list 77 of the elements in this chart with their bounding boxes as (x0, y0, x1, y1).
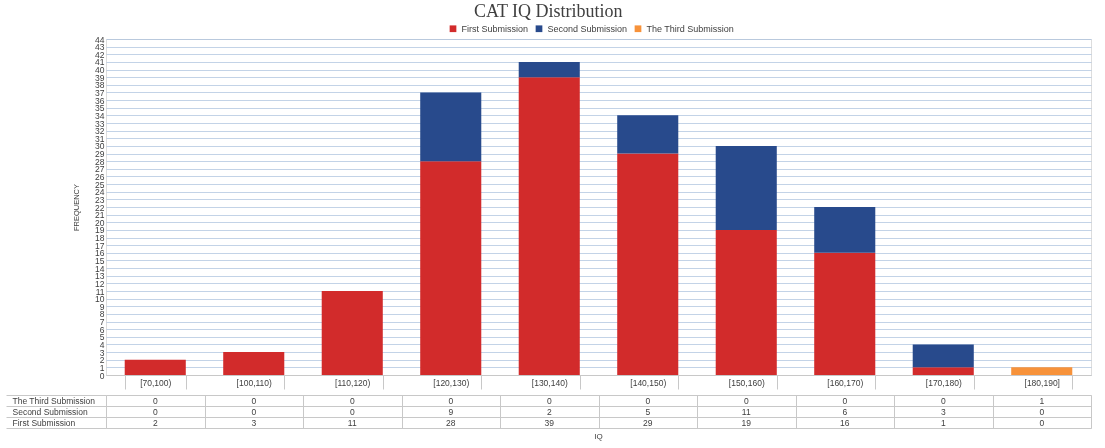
bar (124, 359, 186, 375)
data-label: 0 (251, 395, 257, 406)
bar (420, 92, 482, 162)
bar (814, 252, 876, 375)
bar (814, 207, 876, 253)
y-tick-label: 0 (99, 370, 105, 381)
text: IQ (594, 432, 603, 441)
y-tick-label: 41 (95, 57, 105, 68)
x-tick-label: [120,130) (433, 377, 470, 388)
data-label: 0 (251, 406, 257, 417)
data-label: 0 (546, 395, 552, 406)
text: The Third Submission (12, 396, 96, 406)
data-label: 11 (347, 417, 357, 428)
x-tick-label: [180,190] (1024, 377, 1060, 388)
bar (223, 352, 285, 375)
text: First Submission (12, 418, 76, 428)
data-label: 1 (1039, 395, 1045, 406)
data-label: 0 (152, 395, 158, 406)
legend-label: Second Submission (547, 23, 628, 34)
data-label: 1 (940, 417, 946, 428)
data-label: 0 (349, 406, 355, 417)
data-label: 3 (940, 406, 946, 417)
data-label: 9 (448, 406, 454, 417)
data-label: 0 (152, 406, 158, 417)
y-tick-label: 8 (99, 309, 105, 320)
data-label: 5 (645, 406, 651, 417)
x-tick-label: [130,140) (531, 377, 568, 388)
bar (321, 291, 383, 375)
y-tick-label: 44 (95, 34, 105, 45)
data-label: 6 (842, 406, 848, 417)
x-tick-label: [110,120) (335, 377, 371, 388)
bar (912, 367, 974, 375)
data-label: 0 (645, 395, 651, 406)
y-tick-label: 33 (95, 118, 105, 129)
y-tick-label: 36 (95, 95, 105, 106)
data-label: 0 (1039, 406, 1045, 417)
data-label: 11 (741, 406, 751, 417)
x-tick-label: [170,180) (925, 377, 962, 388)
bar (617, 115, 679, 154)
y-tick-label: 14 (95, 263, 105, 274)
bar (715, 145, 777, 230)
data-label: 28 (446, 417, 456, 428)
text: Second Submission (12, 407, 88, 417)
data-label: 0 (349, 395, 355, 406)
x-tick-label: [160,170) (827, 377, 864, 388)
chart-title: CAT IQ Distribution (473, 1, 623, 21)
y-tick-label: 25 (95, 179, 105, 190)
y-tick-label: 19 (95, 225, 105, 236)
y-tick-label: 3 (99, 347, 105, 358)
x-tick-label: [100,110) (236, 377, 273, 388)
data-label: 0 (940, 395, 946, 406)
data-label: 3 (251, 417, 257, 428)
data-label: 19 (741, 417, 752, 428)
x-tick-label: [140,150) (630, 377, 667, 388)
bar (518, 61, 580, 78)
y-tick-label: 11 (95, 286, 105, 297)
data-label: 29 (643, 417, 653, 428)
bar (518, 77, 580, 375)
bar (715, 229, 777, 375)
bar (1011, 367, 1073, 375)
data-label: 16 (840, 417, 850, 428)
data-label: 2 (546, 406, 552, 417)
data-label: 39 (544, 417, 555, 428)
x-tick-label: [70,100) (140, 377, 172, 388)
x-tick-label: [150,160) (728, 377, 765, 388)
data-label: 0 (743, 395, 749, 406)
legend-label: First Submission (461, 23, 529, 34)
y-tick-label: 30 (95, 141, 105, 152)
legend-label: The Third Submission (646, 23, 734, 34)
bar (912, 344, 974, 368)
data-label: 0 (1039, 417, 1045, 428)
data-label: 0 (842, 395, 848, 406)
bar (617, 153, 679, 375)
data-label: 2 (152, 417, 158, 428)
bar (420, 161, 482, 375)
y-tick-label: 22 (95, 202, 105, 213)
data-label: 0 (448, 395, 454, 406)
